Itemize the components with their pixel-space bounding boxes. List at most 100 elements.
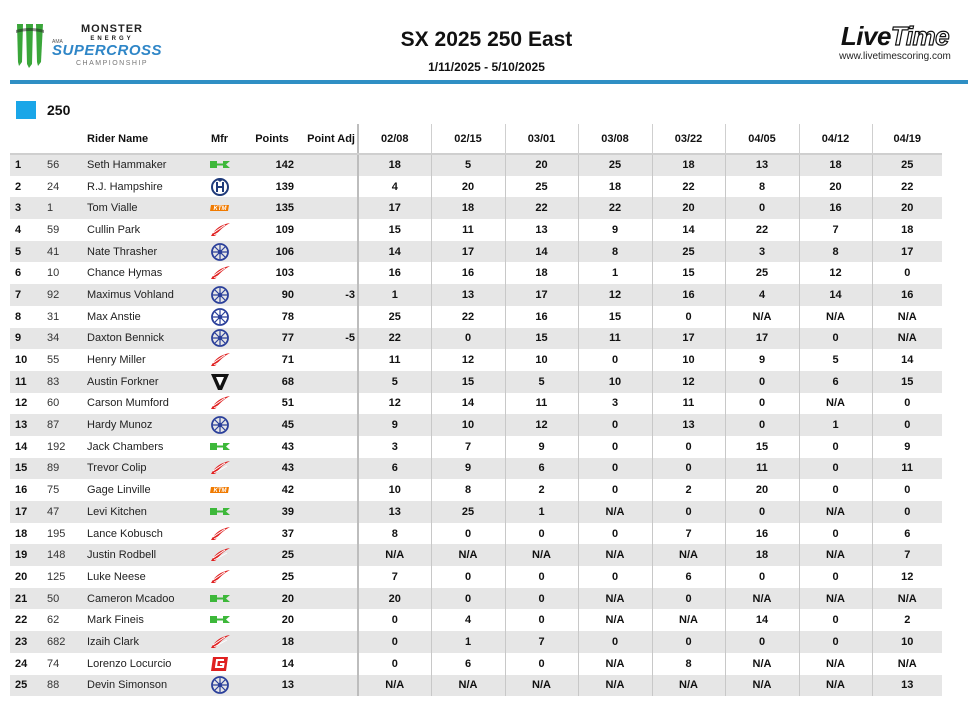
race-points-cell: 6 — [504, 457, 578, 480]
table-row: 15 89 Trevor Colip 43 6 9 6 0 0 11 0 11 — [10, 457, 942, 480]
race-points-cell: 0 — [871, 479, 942, 501]
race-points-cell: 14 — [651, 219, 725, 241]
manufacturer-cell: KTM — [197, 197, 242, 220]
table-row: 13 87 Hardy Munoz 45 9 10 12 0 13 0 1 0 — [10, 414, 942, 436]
race-points-cell: 0 — [724, 414, 799, 436]
race-points-cell: 8 — [577, 240, 652, 263]
rider-name-cell: Cullin Park — [87, 219, 197, 241]
race-points-cell: 25 — [430, 501, 505, 523]
manufacturer-cell — [197, 674, 242, 697]
race-points-cell: 25 — [577, 154, 652, 176]
race-points-cell: 0 — [798, 609, 872, 632]
rider-name-cell: Cameron Mcadoo — [87, 587, 197, 610]
points-cell: 109 — [242, 219, 302, 241]
livetime-url: www.livetimescoring.com — [839, 51, 951, 62]
race-points-cell: 16 — [724, 522, 799, 545]
page-header: MONSTER ENERGY SUPERCROSS CHAMPIONSHIP A… — [0, 0, 973, 86]
points-cell: 43 — [242, 435, 302, 458]
race-points-cell: 0 — [577, 435, 652, 458]
rider-number-cell: 682 — [42, 631, 87, 653]
race-points-cell: N/A — [871, 327, 942, 350]
manufacturer-cell — [197, 370, 242, 393]
race-points-cell: 8 — [651, 652, 725, 675]
race-points-cell: 9 — [504, 435, 578, 458]
race-points-cell: N/A — [577, 652, 652, 675]
rider-number-cell: 87 — [42, 414, 87, 436]
race-points-cell: 18 — [504, 262, 578, 285]
point-adj-cell — [302, 175, 359, 198]
yamaha-logo-icon — [210, 329, 229, 348]
race-points-cell: N/A — [724, 305, 799, 328]
race-points-cell: 14 — [798, 284, 872, 306]
race-points-cell: N/A — [724, 652, 799, 675]
race-points-cell: 18 — [357, 154, 431, 176]
manufacturer-cell — [197, 327, 242, 350]
race-points-cell: 0 — [871, 501, 942, 523]
race-points-cell: 3 — [724, 240, 799, 263]
husqvarna-logo-icon — [210, 177, 229, 196]
race-points-cell: N/A — [430, 544, 505, 567]
col-header-race-5: 03/22 — [651, 124, 725, 155]
yamaha-logo-icon — [210, 242, 229, 261]
honda-logo-icon — [210, 526, 230, 540]
rider-number-cell: 24 — [42, 175, 87, 198]
rider-name-cell: Max Anstie — [87, 305, 197, 328]
race-points-cell: 0 — [577, 457, 652, 480]
race-points-cell: 10 — [504, 349, 578, 371]
race-points-cell: 22 — [504, 197, 578, 220]
points-cell: 20 — [242, 609, 302, 632]
point-adj-cell — [302, 652, 359, 675]
race-points-cell: 13 — [651, 414, 725, 436]
race-points-cell: 6 — [651, 566, 725, 588]
race-points-cell: 7 — [871, 544, 942, 567]
race-points-cell: 0 — [651, 587, 725, 610]
position-cell: 11 — [10, 370, 42, 393]
points-cell: 45 — [242, 414, 302, 436]
position-cell: 10 — [10, 349, 42, 371]
rider-name-cell: Jack Chambers — [87, 435, 197, 458]
rider-name-cell: Seth Hammaker — [87, 154, 197, 176]
race-points-cell: 22 — [871, 175, 942, 198]
rider-name-cell: Devin Simonson — [87, 674, 197, 697]
race-points-cell: 18 — [651, 154, 725, 176]
rider-number-cell: 56 — [42, 154, 87, 176]
points-cell: 142 — [242, 154, 302, 176]
race-points-cell: 0 — [577, 522, 652, 545]
livetime-live-text: Live — [840, 21, 892, 51]
race-points-cell: 14 — [357, 240, 431, 263]
race-points-cell: 15 — [724, 435, 799, 458]
points-cell: 135 — [242, 197, 302, 220]
race-points-cell: N/A — [724, 674, 799, 697]
point-adj-cell — [302, 435, 359, 458]
yamaha-logo-icon — [210, 307, 229, 326]
point-adj-cell — [302, 457, 359, 480]
position-cell: 3 — [10, 197, 42, 220]
rider-number-cell: 74 — [42, 652, 87, 675]
race-points-cell: 11 — [357, 349, 431, 371]
position-cell: 19 — [10, 544, 42, 567]
points-cell: 78 — [242, 305, 302, 328]
race-points-cell: 13 — [430, 284, 505, 306]
rider-number-cell: 83 — [42, 370, 87, 393]
race-points-cell: N/A — [504, 544, 578, 567]
col-header-race-3: 03/01 — [504, 124, 578, 155]
rider-name-cell: Mark Fineis — [87, 609, 197, 632]
race-points-cell: 5 — [430, 154, 505, 176]
col-header-race-6: 04/05 — [724, 124, 799, 155]
race-points-cell: N/A — [871, 587, 942, 610]
race-points-cell: 0 — [651, 435, 725, 458]
point-adj-cell: -3 — [302, 284, 359, 306]
race-points-cell: 11 — [724, 457, 799, 480]
race-points-cell: 16 — [651, 284, 725, 306]
point-adj-cell — [302, 631, 359, 653]
rider-number-cell: 195 — [42, 522, 87, 545]
race-points-cell: N/A — [798, 587, 872, 610]
table-row: 25 88 Devin Simonson 13 N/A N/A N/A N/A N/A N/A N/… — [10, 674, 942, 697]
race-points-cell: 14 — [724, 609, 799, 632]
position-cell: 2 — [10, 175, 42, 198]
monster-supercross-logo: MONSTER ENERGY SUPERCROSS CHAMPIONSHIP A… — [14, 22, 164, 70]
manufacturer-cell — [197, 566, 242, 588]
race-points-cell: 16 — [357, 262, 431, 285]
honda-logo-icon — [210, 396, 230, 410]
position-cell: 7 — [10, 284, 42, 306]
